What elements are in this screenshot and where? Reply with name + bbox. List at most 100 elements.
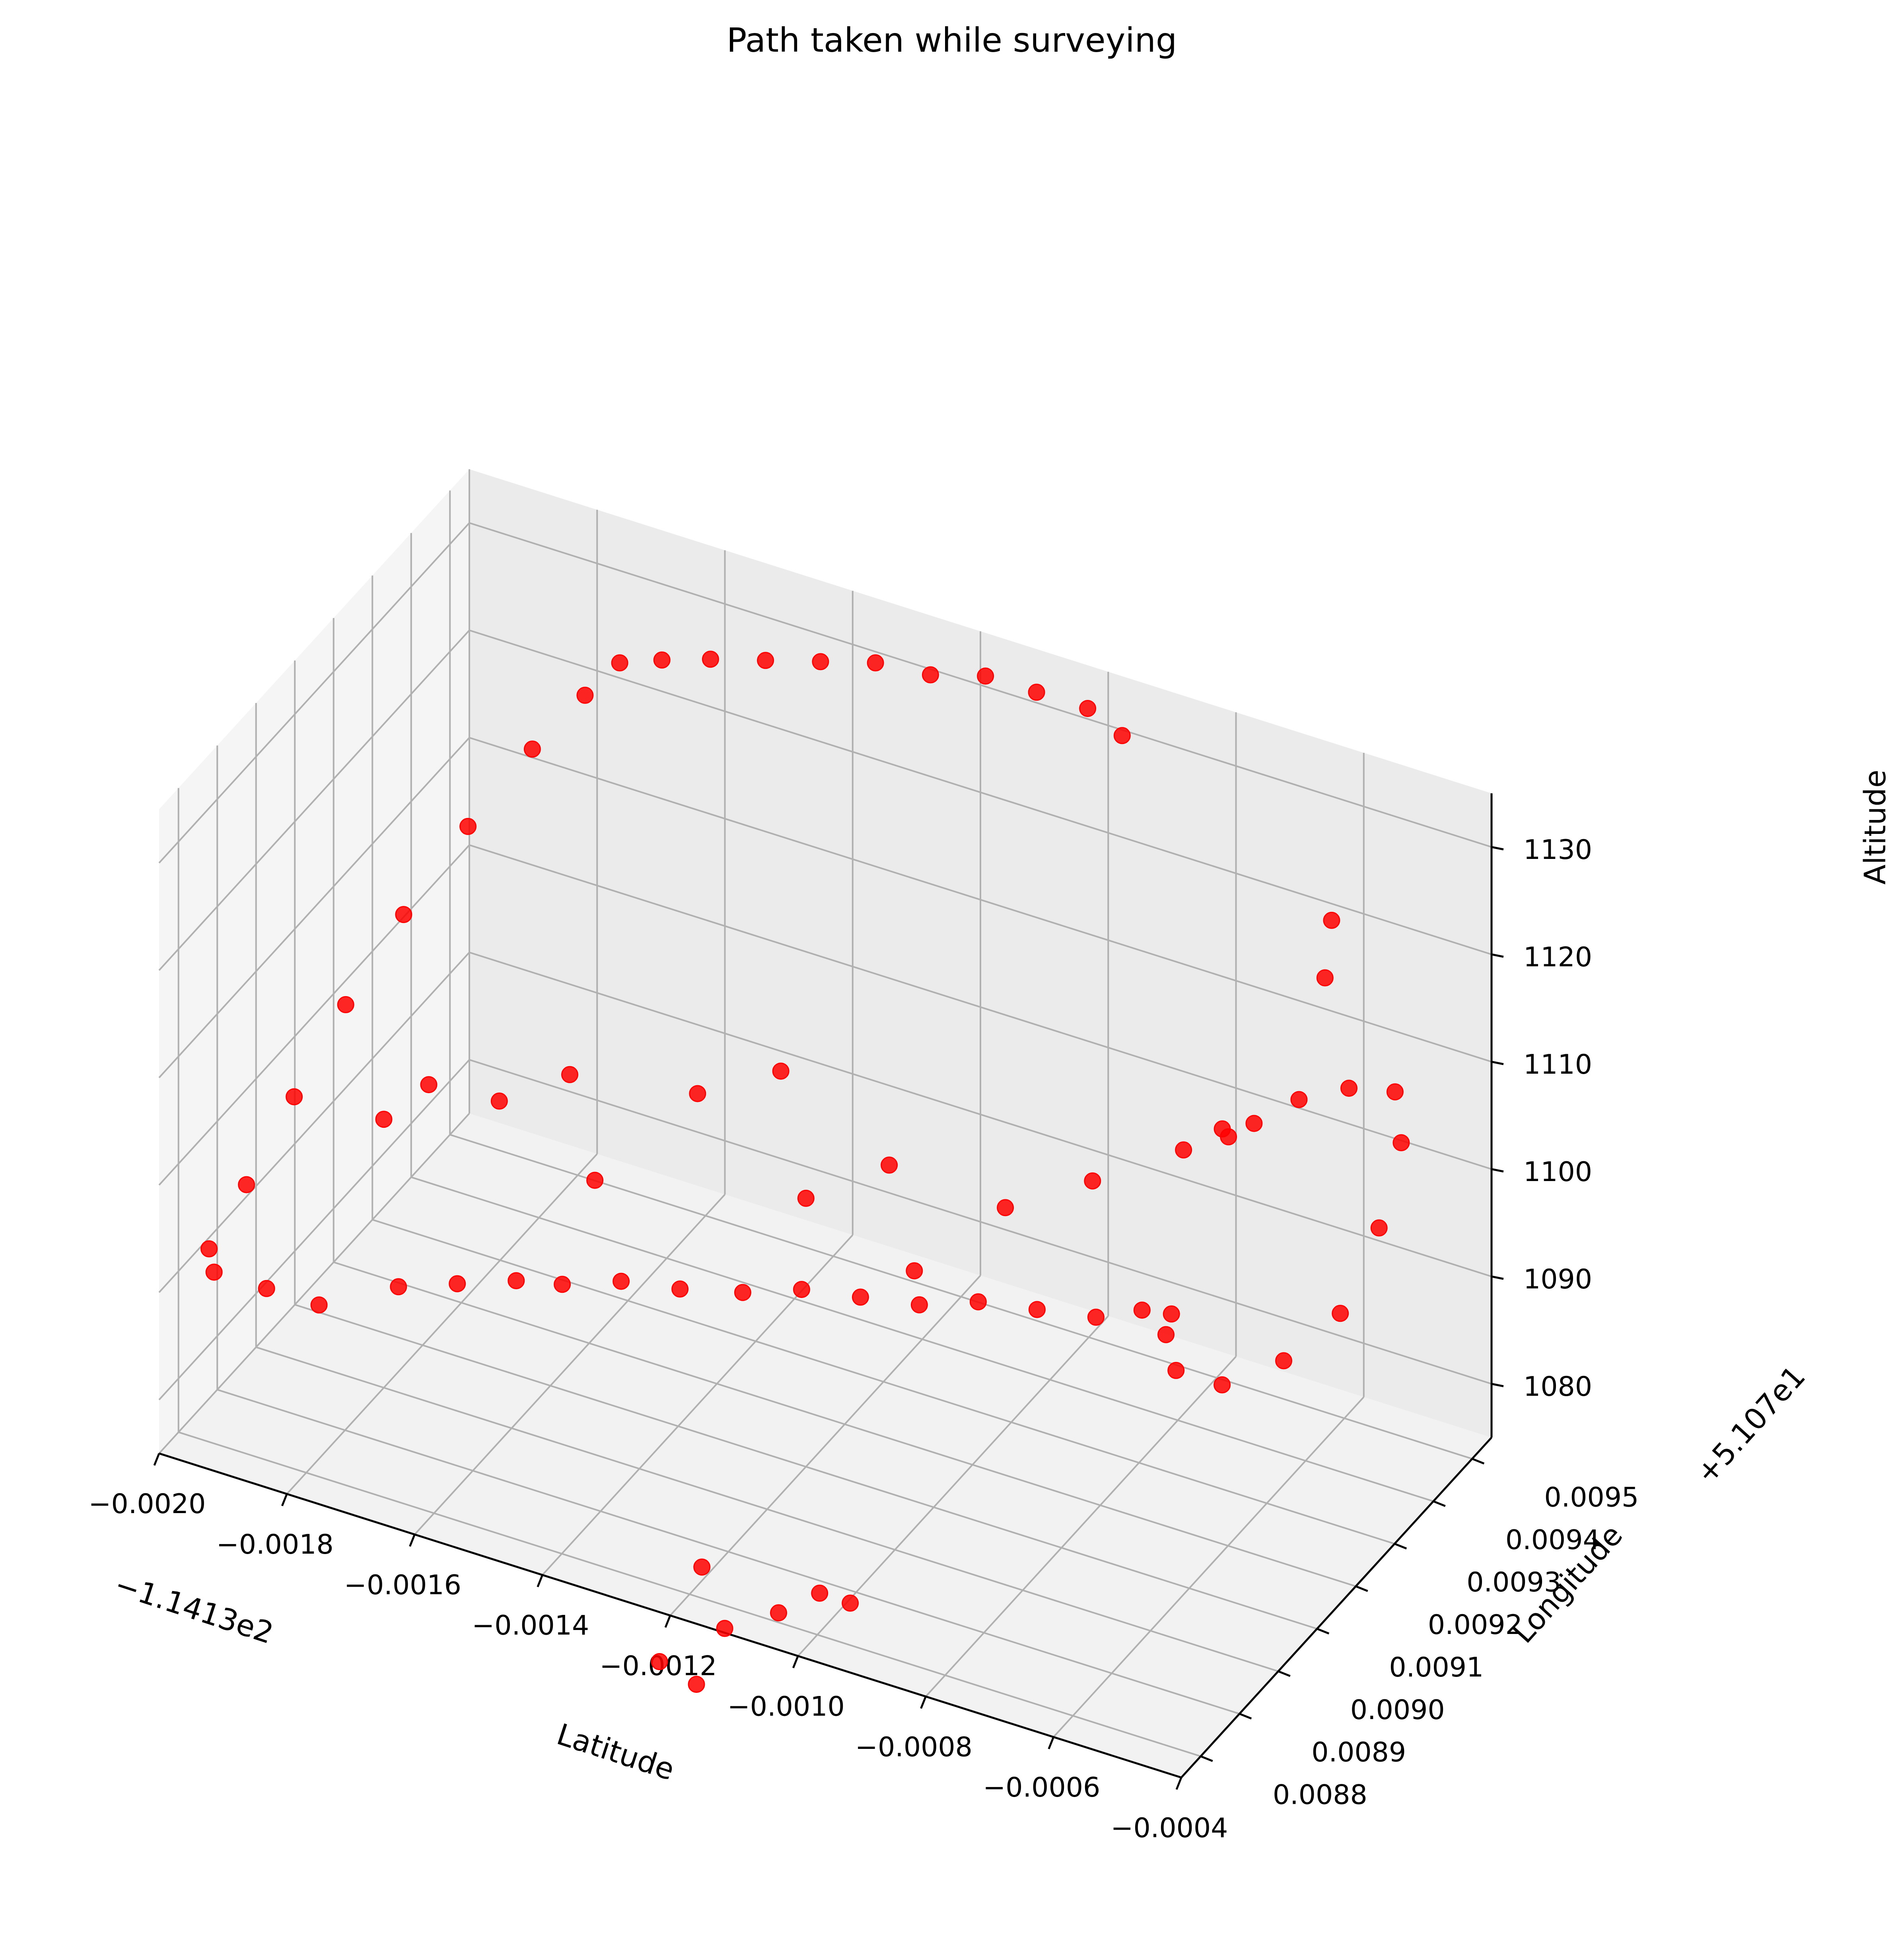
data-point xyxy=(812,653,829,670)
data-point xyxy=(508,1272,525,1290)
grid-line-x-floor xyxy=(1053,1396,1365,1738)
x-axis-label: Latitude xyxy=(553,1717,679,1787)
x-tick-mark xyxy=(920,1696,927,1709)
z-tick-label: 1130 xyxy=(1523,834,1592,866)
data-point xyxy=(200,1240,218,1257)
grid-line-z-left xyxy=(158,844,470,1186)
data-point xyxy=(688,1676,705,1693)
grid-line-x-floor xyxy=(414,1194,725,1535)
grid-line-y-floor xyxy=(178,1431,1201,1757)
data-point xyxy=(420,1076,438,1094)
data-point xyxy=(310,1296,328,1314)
data-point xyxy=(867,654,884,672)
grid-line-y-floor xyxy=(372,1219,1395,1545)
data-point xyxy=(772,1063,790,1080)
x-tick-mark xyxy=(792,1655,799,1669)
data-point xyxy=(1275,1352,1292,1370)
data-point xyxy=(561,1066,578,1083)
y-tick-label: 0.0093 xyxy=(1466,1567,1561,1598)
grid-line-z-left xyxy=(158,1059,470,1401)
data-point xyxy=(1175,1141,1192,1159)
x-tick-label: −0.0006 xyxy=(983,1772,1100,1803)
z-tick-mark xyxy=(1491,953,1504,958)
data-point xyxy=(1087,1308,1105,1326)
z-tick-label: 1110 xyxy=(1523,1049,1592,1080)
data-point xyxy=(693,1558,711,1576)
data-point xyxy=(997,1199,1014,1216)
data-point xyxy=(689,1085,706,1102)
data-point xyxy=(1079,700,1097,717)
data-point xyxy=(337,996,354,1013)
data-point xyxy=(852,1288,869,1306)
x-tick-mark xyxy=(281,1493,288,1506)
x-tick-label: −0.0010 xyxy=(727,1691,845,1722)
data-point xyxy=(523,740,541,758)
grid-line-y-floor xyxy=(256,1346,1279,1672)
data-point xyxy=(977,667,994,685)
y-tick-mark xyxy=(1317,1628,1330,1635)
data-point xyxy=(449,1275,466,1292)
grid-line-x-floor xyxy=(286,1153,598,1495)
data-point xyxy=(653,651,671,669)
y-tick-label: 0.0094 xyxy=(1505,1524,1600,1556)
data-point xyxy=(1245,1115,1263,1132)
grid-line-z-left xyxy=(158,629,470,971)
x-tick-label: −0.0008 xyxy=(855,1731,972,1763)
y-tick-mark xyxy=(1278,1670,1291,1677)
data-point xyxy=(906,1262,923,1280)
grid-line-x-floor xyxy=(925,1356,1237,1697)
x-tick-mark xyxy=(153,1453,160,1466)
x-tick-label: −0.0020 xyxy=(89,1488,206,1520)
data-point xyxy=(1163,1305,1180,1323)
y-tick-label: 0.0090 xyxy=(1350,1694,1445,1726)
grid-line-y-floor xyxy=(411,1176,1434,1502)
grid-line-y-floor xyxy=(449,1134,1472,1460)
data-point xyxy=(1214,1120,1231,1138)
grid-line-z-left xyxy=(158,737,470,1078)
data-point xyxy=(586,1171,604,1189)
x-tick-label: −0.0004 xyxy=(1111,1813,1228,1844)
grid-line-y-floor xyxy=(294,1304,1317,1630)
y-tick-label: 0.0095 xyxy=(1544,1482,1639,1513)
chart-title: Path taken while surveying xyxy=(727,21,1177,60)
tick-labels: −0.0020−0.0018−0.0016−0.0014−0.0012−0.00… xyxy=(89,834,1639,1844)
y-tick-mark xyxy=(1239,1713,1252,1720)
data-point xyxy=(1167,1362,1185,1379)
grid-line-z-back xyxy=(469,952,1492,1277)
grid-line-z-back xyxy=(469,844,1492,1170)
data-point xyxy=(881,1156,898,1174)
data-point xyxy=(671,1280,689,1298)
grid-line-x-floor xyxy=(158,1113,470,1454)
z-tick-label: 1090 xyxy=(1523,1264,1592,1295)
x-tick-mark xyxy=(1048,1737,1055,1750)
data-point xyxy=(390,1278,407,1296)
y-offset-label: +5.107e1 xyxy=(1689,1359,1812,1490)
y-tick-label: 0.0089 xyxy=(1311,1737,1406,1768)
data-point xyxy=(811,1584,829,1602)
y-tick-label: 0.0088 xyxy=(1273,1780,1367,1811)
data-point xyxy=(716,1620,733,1637)
data-point xyxy=(770,1604,787,1622)
z-tick-label: 1080 xyxy=(1523,1371,1592,1403)
grid-line-z-back xyxy=(469,1059,1492,1385)
z-tick-mark xyxy=(1491,1383,1504,1387)
x-tick-mark xyxy=(409,1534,416,1547)
data-point xyxy=(258,1280,275,1297)
z-tick-label: 1100 xyxy=(1523,1156,1592,1188)
data-point xyxy=(1332,1305,1349,1322)
x-tick-mark xyxy=(664,1615,671,1628)
data-point xyxy=(1316,969,1334,987)
data-point xyxy=(922,666,939,684)
data-point xyxy=(611,654,628,672)
data-point xyxy=(969,1293,987,1311)
z-tick-mark xyxy=(1491,846,1504,851)
data-point xyxy=(797,1189,815,1207)
data-points xyxy=(200,651,1410,1693)
data-point xyxy=(459,818,477,835)
x-tick-mark xyxy=(1175,1777,1182,1790)
y-tick-label: 0.0091 xyxy=(1389,1652,1484,1683)
data-point xyxy=(1340,1080,1357,1097)
data-point xyxy=(702,651,719,668)
y-tick-mark xyxy=(1433,1500,1446,1507)
